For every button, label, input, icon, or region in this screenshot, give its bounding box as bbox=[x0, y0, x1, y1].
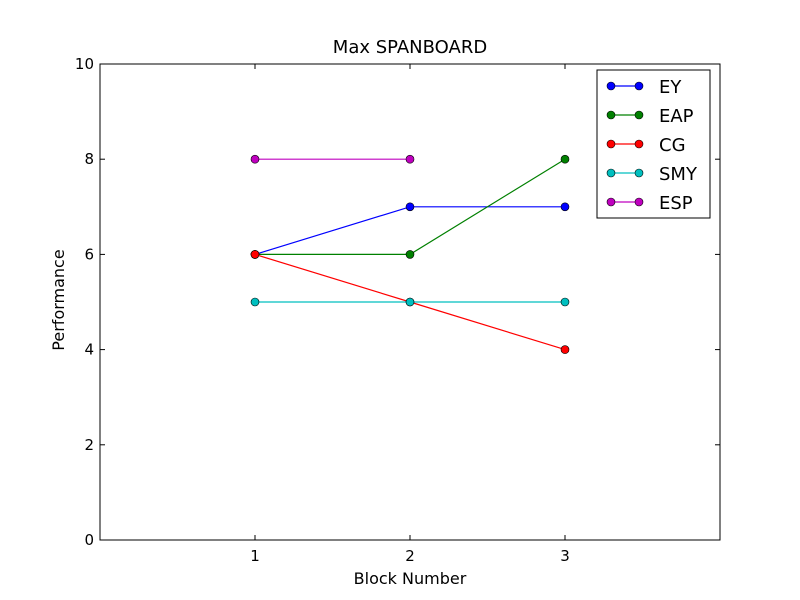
legend-marker-ey bbox=[606, 81, 616, 91]
data-point-ey bbox=[560, 202, 570, 212]
y-axis-label: Performance bbox=[49, 249, 68, 350]
y-tick-label: 6 bbox=[84, 245, 94, 263]
legend-marker-esp bbox=[606, 197, 616, 207]
y-tick-label: 0 bbox=[84, 531, 94, 549]
data-point-esp bbox=[250, 154, 260, 164]
data-point-cg bbox=[250, 250, 260, 259]
legend-marker-esp bbox=[634, 197, 644, 207]
legend-marker-smy bbox=[634, 168, 644, 178]
plot-marks bbox=[250, 154, 570, 354]
y-tick-label: 4 bbox=[84, 341, 94, 359]
data-point-eap bbox=[560, 154, 570, 164]
series-line-ey bbox=[254, 206, 565, 255]
legend: EY EAP CG SMY ESP bbox=[596, 69, 711, 219]
legend-marker-eap bbox=[634, 110, 644, 120]
legend-marker-smy bbox=[606, 168, 616, 178]
legend-marker-cg bbox=[634, 139, 644, 149]
legend-label-smy: SMY bbox=[659, 164, 698, 185]
data-point-esp bbox=[405, 154, 415, 164]
data-point-ey bbox=[405, 202, 415, 212]
data-point-cg bbox=[560, 345, 570, 354]
legend-marker-eap bbox=[606, 110, 616, 120]
y-tick-label: 10 bbox=[75, 55, 94, 73]
legend-label-esp: ESP bbox=[659, 193, 693, 214]
legend-label-cg: CG bbox=[659, 135, 686, 156]
data-point-smy bbox=[405, 297, 415, 307]
chart-title: Max SPANBOARD bbox=[333, 37, 487, 58]
data-point-smy bbox=[250, 297, 260, 307]
x-tick-label: 2 bbox=[405, 547, 415, 565]
legend-label-ey: EY bbox=[659, 77, 682, 98]
legend-marker-ey bbox=[634, 81, 644, 91]
legend-label-eap: EAP bbox=[659, 106, 694, 127]
data-point-eap bbox=[405, 250, 415, 259]
legend-marker-cg bbox=[606, 139, 616, 149]
y-tick-label: 8 bbox=[84, 150, 94, 168]
x-axis-label: Block Number bbox=[354, 569, 467, 588]
x-tick-label: 1 bbox=[250, 547, 260, 565]
x-tick-label: 3 bbox=[560, 547, 570, 565]
y-tick-label: 2 bbox=[84, 436, 94, 454]
axis-ticks: 1 2 3 0 2 4 6 8 10 bbox=[75, 55, 720, 565]
data-point-smy bbox=[560, 297, 570, 307]
